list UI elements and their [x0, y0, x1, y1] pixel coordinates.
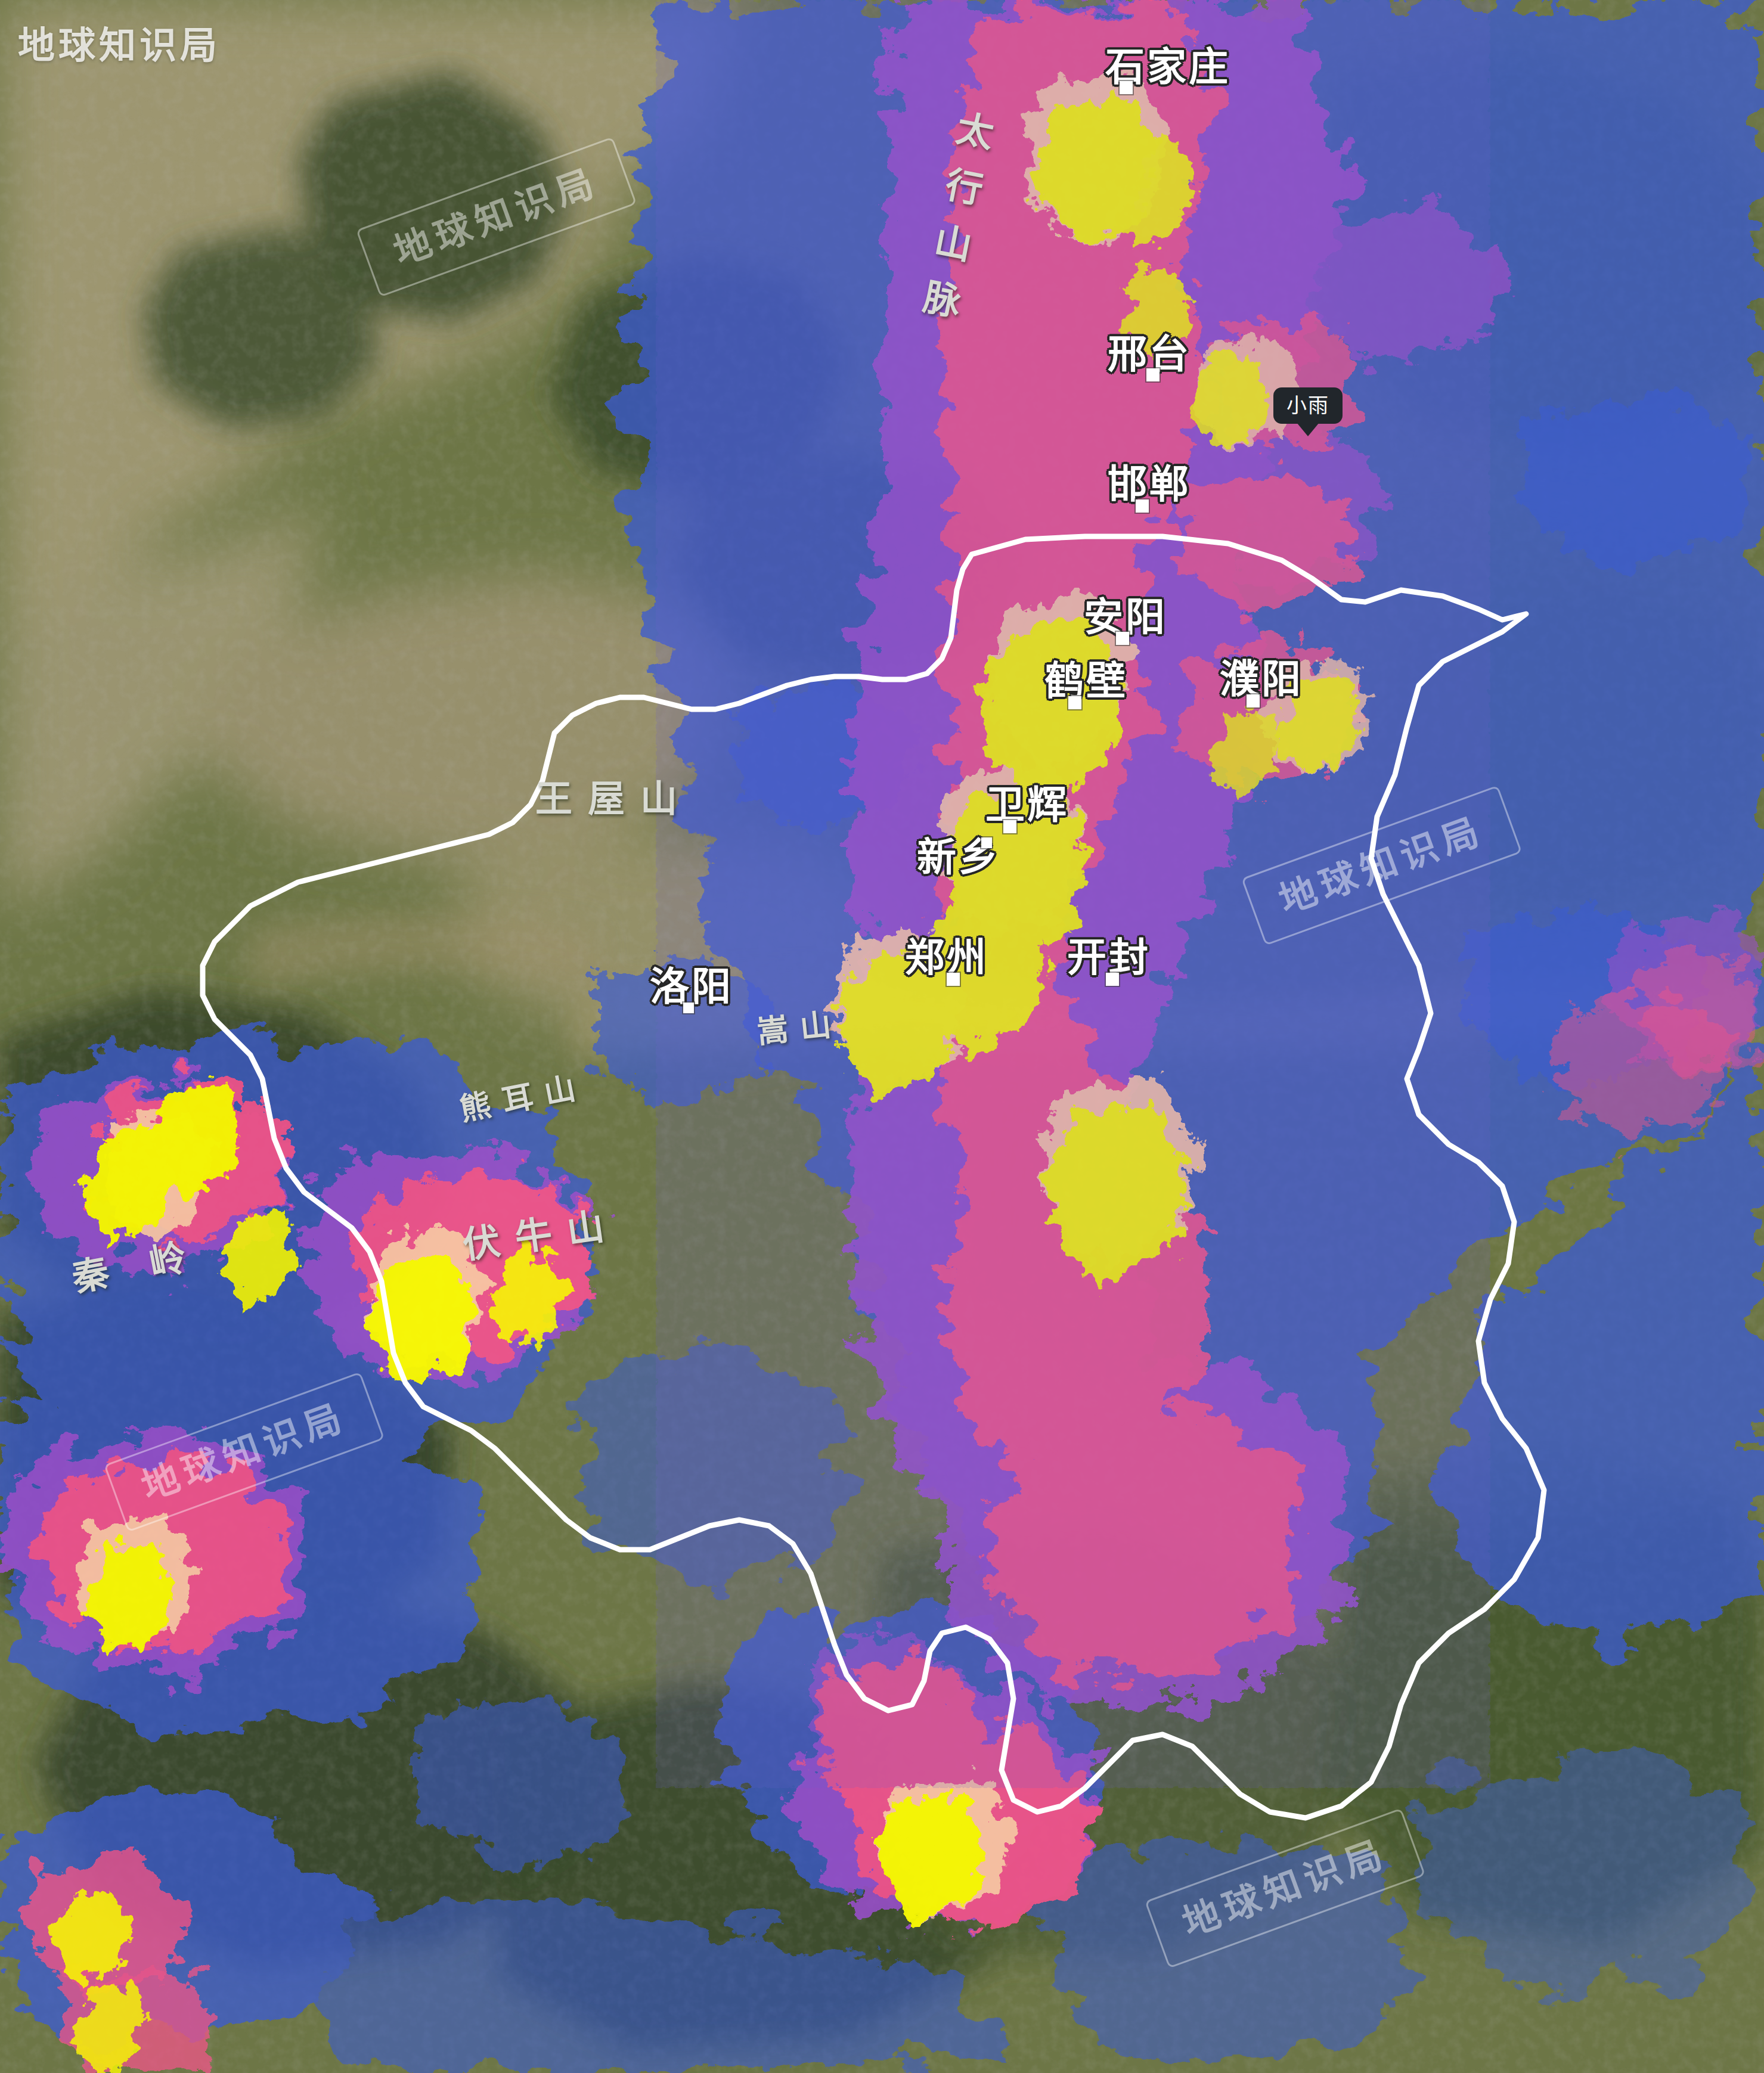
city-marker-xinxiang[interactable] [981, 837, 992, 848]
city-marker-zhengzhou[interactable] [947, 973, 960, 986]
rain-tooltip-light-rain[interactable]: 小雨 [1273, 387, 1343, 424]
tooltip-pointer-icon [1297, 423, 1319, 436]
city-marker-xingtai[interactable] [1146, 368, 1160, 381]
city-marker-handan[interactable] [1136, 499, 1149, 513]
city-marker-luoyang[interactable] [683, 1003, 694, 1013]
watermark-primary: 地球知识局 [18, 15, 221, 69]
city-marker-shijiazhuang[interactable] [1120, 81, 1133, 94]
city-marker-hebi[interactable] [1068, 696, 1081, 709]
city-marker-weihui[interactable] [1003, 820, 1016, 833]
city-marker-anyang[interactable] [1116, 632, 1129, 645]
province-boundary-henan [0, 0, 1764, 2073]
rain-tooltip-label: 小雨 [1286, 394, 1329, 417]
radar-map-canvas: 地球知识局 地球知识局 地球知识局 地球知识局 地球知识局 太行山脉 王屋山 嵩… [0, 0, 1764, 2073]
city-marker-puyang[interactable] [1247, 694, 1260, 707]
city-marker-kaifeng[interactable] [1106, 973, 1119, 986]
